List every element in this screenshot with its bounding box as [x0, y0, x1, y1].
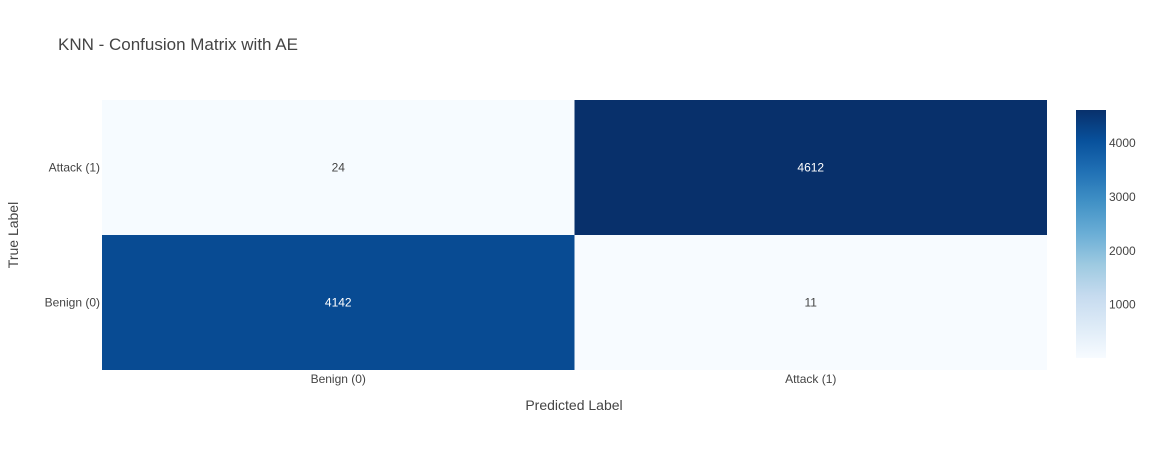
colorbar: 1000 2000 3000 4000 [1076, 110, 1136, 358]
cell-value-label: 4142 [325, 296, 352, 310]
y-axis-title: True Label [5, 202, 21, 268]
colorbar-tick-label: 4000 [1109, 136, 1136, 150]
colorbar-tick-label: 1000 [1109, 298, 1136, 312]
x-axis-ticks: Benign (0) Attack (1) [311, 372, 837, 386]
heatmap-cell-labels: 24 4612 4142 11 [325, 161, 825, 310]
x-axis-title: Predicted Label [525, 397, 622, 413]
x-tick-label: Attack (1) [785, 372, 836, 386]
colorbar-tick-label: 2000 [1109, 244, 1136, 258]
y-axis-ticks: Attack (1) Benign (0) [45, 161, 100, 310]
heatmap-cell [574, 100, 1047, 235]
colorbar-tick-label: 3000 [1109, 190, 1136, 204]
heatmap-cells [102, 100, 1047, 370]
chart-title: KNN - Confusion Matrix with AE [58, 35, 298, 54]
colorbar-ticks: 1000 2000 3000 4000 [1109, 136, 1136, 312]
cell-value-label: 4612 [797, 161, 824, 175]
colorbar-gradient [1076, 110, 1106, 358]
cell-value-label: 24 [332, 161, 346, 175]
heatmap-cell [102, 100, 575, 235]
y-tick-label: Benign (0) [45, 296, 100, 310]
heatmap-cell [102, 235, 575, 370]
cell-value-label: 11 [805, 296, 818, 310]
y-tick-label: Attack (1) [49, 161, 100, 175]
x-tick-label: Benign (0) [311, 372, 366, 386]
heatmap-cell [574, 235, 1047, 370]
